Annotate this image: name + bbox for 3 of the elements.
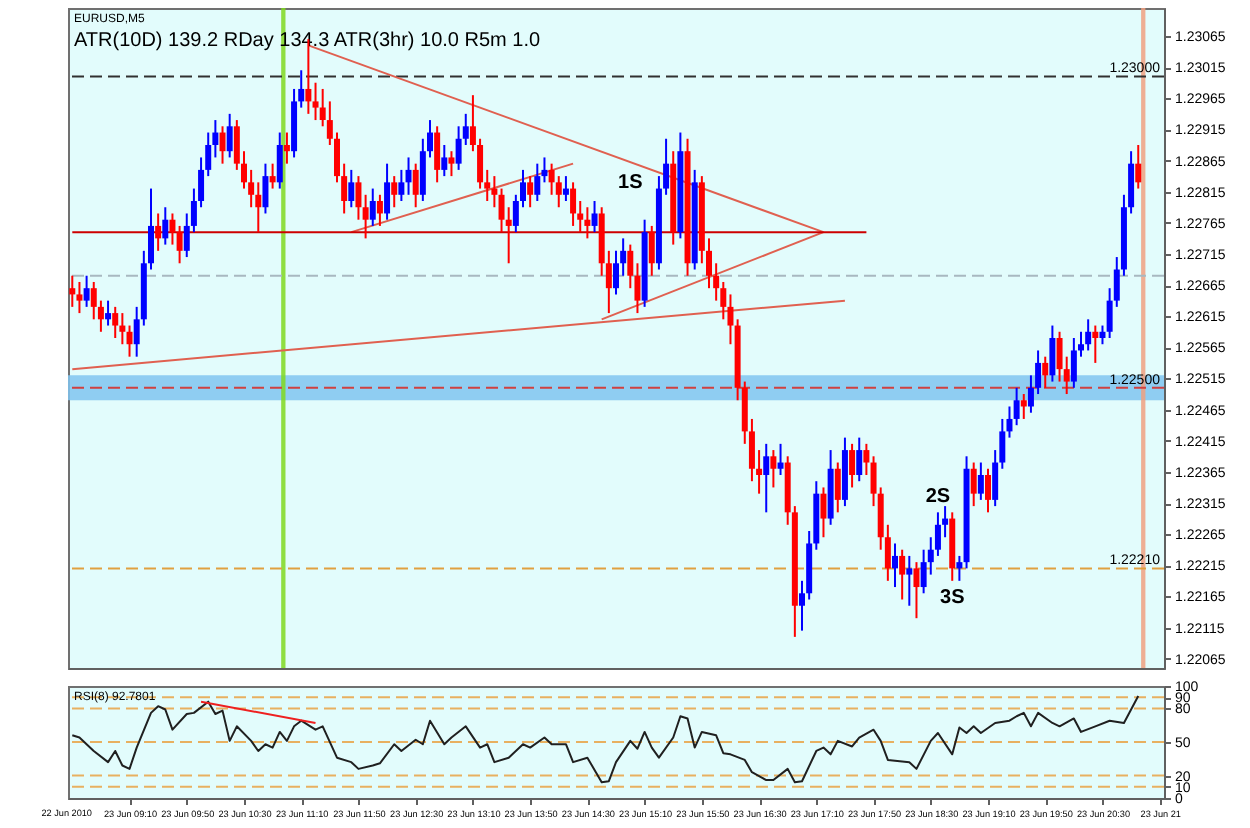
annotation: 2S (925, 486, 951, 509)
annotation: 1S (618, 172, 644, 195)
annotation: 3S (940, 586, 966, 609)
